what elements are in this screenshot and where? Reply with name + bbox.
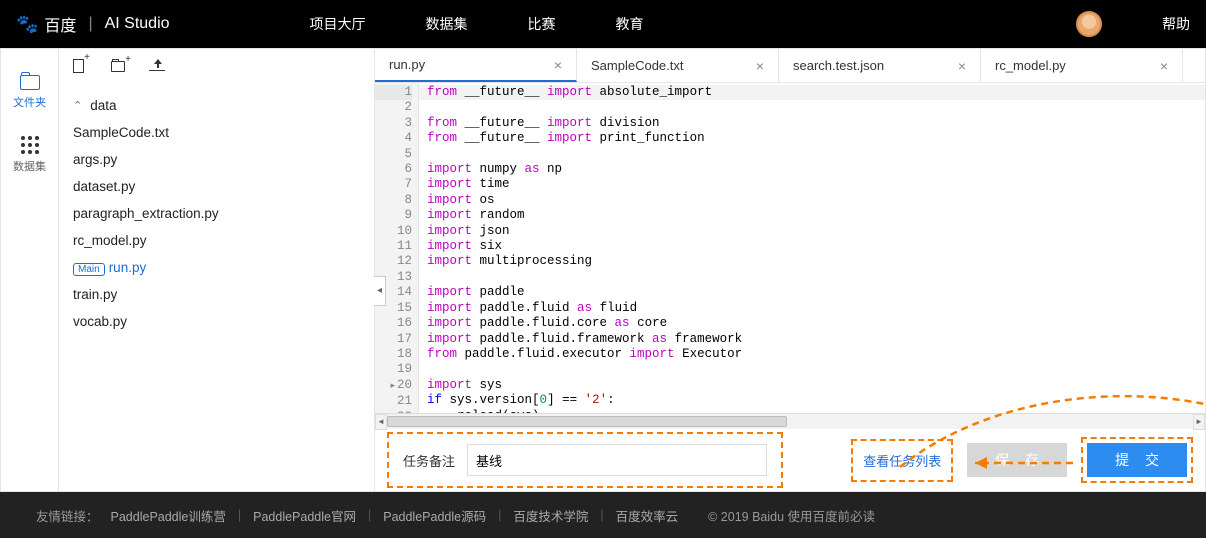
submit-button[interactable]: 提 交 [1087, 443, 1187, 477]
topbar: 🐾 百度 | AI Studio 项目大厅 数据集 比赛 教育 帮助 [0, 0, 1206, 48]
tree-item[interactable]: dataset.py [59, 173, 374, 200]
tree-item[interactable]: vocab.py [59, 308, 374, 335]
footer-link[interactable]: PaddlePaddle训练营 [111, 506, 226, 525]
rail-dataset[interactable]: 数据集 [1, 128, 58, 186]
tab-search-json[interactable]: search.test.json × [779, 49, 981, 82]
tree-folder-data[interactable]: data [59, 92, 374, 119]
tree-list: data SampleCode.txt args.py dataset.py p… [59, 86, 374, 341]
close-icon[interactable]: × [958, 58, 966, 74]
baidu-paw-icon: 🐾 [16, 14, 38, 35]
nav-education[interactable]: 教育 [616, 14, 644, 34]
bottom-bar: 任务备注 查看任务列表 保 存 提 交 [375, 429, 1205, 491]
footer-link[interactable]: PaddlePaddle官网 [253, 506, 356, 525]
view-task-list-link[interactable]: 查看任务列表 [851, 439, 953, 482]
tree-item[interactable]: rc_model.py [59, 227, 374, 254]
tab-rc-model[interactable]: rc_model.py × [981, 49, 1183, 82]
topbar-right: 帮助 [1076, 11, 1190, 37]
tree-item[interactable]: SampleCode.txt [59, 119, 374, 146]
left-rail: 文件夹 数据集 [1, 49, 59, 491]
code-area[interactable]: 123456789101112131415161718192021222324 … [375, 83, 1205, 413]
logo-separator: | [88, 15, 92, 33]
submit-highlight-box: 提 交 [1081, 437, 1193, 483]
footer-link[interactable]: 百度技术学院 [513, 506, 588, 525]
editor-panel: run.py × SampleCode.txt × search.test.json… [375, 49, 1205, 491]
footer-copyright: © 2019 Baidu 使用百度前必读 [708, 506, 875, 525]
logo-baidu: 百度 [44, 12, 76, 36]
tree-item-label: run.py [109, 260, 147, 275]
tree-item-active[interactable]: Main run.py [59, 254, 374, 281]
panel-collapse-handle[interactable]: ◂ [374, 276, 386, 306]
code-content[interactable]: from __future__ import absolute_import f… [419, 83, 1205, 413]
top-nav: 项目大厅 数据集 比赛 教育 [310, 14, 644, 34]
new-file-button[interactable] [73, 59, 89, 75]
tab-run-py[interactable]: run.py × [375, 49, 577, 82]
tree-item[interactable]: paragraph_extraction.py [59, 200, 374, 227]
avatar[interactable] [1076, 11, 1102, 37]
line-gutter: 123456789101112131415161718192021222324 [375, 83, 419, 413]
nav-datasets[interactable]: 数据集 [426, 14, 468, 34]
scroll-right-button[interactable]: ► [1193, 414, 1205, 430]
scroll-thumb[interactable] [387, 416, 787, 427]
tab-label: run.py [389, 57, 425, 72]
task-remark-label: 任务备注 [403, 451, 455, 470]
rail-files[interactable]: 文件夹 [1, 67, 58, 122]
tree-toolbar [59, 49, 374, 86]
footer-link[interactable]: PaddlePaddle源码 [383, 506, 486, 525]
task-remark-input[interactable] [467, 444, 767, 476]
rail-dataset-label: 数据集 [13, 158, 46, 174]
footer-prefix: 友情链接： [36, 506, 99, 525]
close-icon[interactable]: × [554, 57, 562, 73]
upload-button[interactable] [149, 59, 165, 71]
nav-competitions[interactable]: 比赛 [528, 14, 556, 34]
new-file-icon [73, 59, 84, 73]
new-folder-icon [111, 61, 125, 72]
new-folder-button[interactable] [111, 59, 127, 75]
tab-label: search.test.json [793, 58, 884, 73]
footer: 友情链接： PaddlePaddle训练营| PaddlePaddle官网| P… [0, 492, 1206, 538]
help-link[interactable]: 帮助 [1162, 14, 1190, 34]
close-icon[interactable]: × [1160, 58, 1168, 74]
main: 文件夹 数据集 data SampleCode.txt args.py data… [0, 48, 1206, 492]
close-icon[interactable]: × [756, 58, 764, 74]
footer-link[interactable]: 百度效率云 [616, 506, 679, 525]
tree-item[interactable]: train.py [59, 281, 374, 308]
logo[interactable]: 🐾 百度 | AI Studio [16, 12, 170, 36]
scroll-left-button[interactable]: ◄ [375, 414, 387, 430]
logo-studio: AI Studio [105, 15, 170, 33]
tab-label: SampleCode.txt [591, 58, 684, 73]
tree-item[interactable]: args.py [59, 146, 374, 173]
task-remark-box: 任务备注 [387, 432, 783, 488]
editor-tabs: run.py × SampleCode.txt × search.test.json… [375, 49, 1205, 83]
horizontal-scrollbar[interactable]: ◄ ► [375, 413, 1205, 429]
dataset-icon [21, 136, 39, 154]
tab-samplecode[interactable]: SampleCode.txt × [577, 49, 779, 82]
save-button[interactable]: 保 存 [967, 443, 1067, 477]
nav-projects[interactable]: 项目大厅 [310, 14, 366, 34]
tab-label: rc_model.py [995, 58, 1066, 73]
rail-files-label: 文件夹 [13, 94, 46, 110]
main-badge: Main [73, 263, 105, 276]
file-tree: data SampleCode.txt args.py dataset.py p… [59, 49, 375, 491]
folder-icon [20, 75, 40, 90]
